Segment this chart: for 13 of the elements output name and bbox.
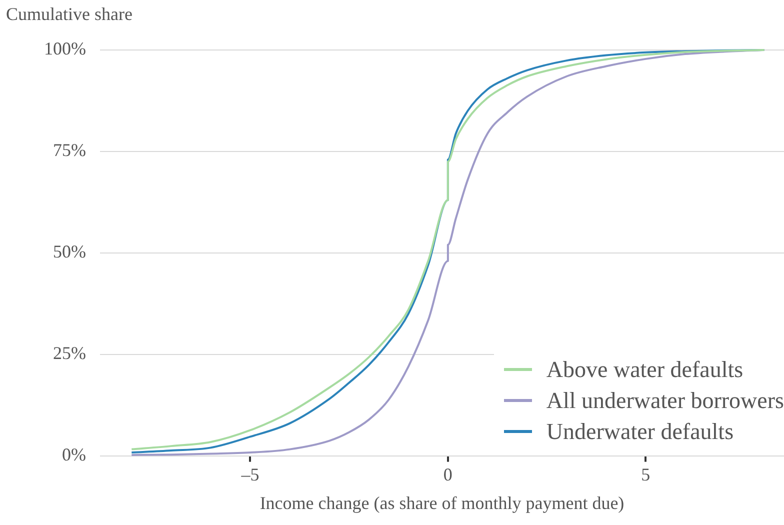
legend-label: Underwater defaults — [546, 418, 734, 446]
legend-label: Above water defaults — [546, 356, 744, 384]
x-tick-label: –5 — [240, 464, 260, 484]
y-axis-title: Cumulative share — [6, 4, 132, 25]
legend-label: All underwater borrowers — [546, 387, 784, 415]
y-tick-label: 75% — [53, 140, 86, 160]
y-tick-label: 0% — [62, 444, 86, 465]
y-tick-label: 100% — [44, 38, 86, 59]
x-tick-label: 5 — [641, 464, 650, 484]
x-axis-title: Income change (as share of monthly payment due) — [260, 492, 624, 513]
x-tick-label: 0 — [443, 464, 452, 484]
y-tick-label: 25% — [53, 343, 86, 364]
y-tick-label: 50% — [53, 242, 86, 262]
